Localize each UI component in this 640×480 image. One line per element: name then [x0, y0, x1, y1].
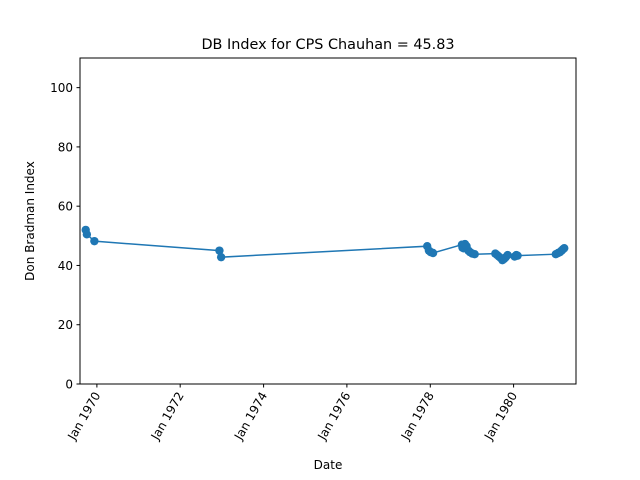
x-tick-label: Jan 1978	[398, 390, 437, 444]
data-point	[216, 252, 226, 262]
x-tick-label: Jan 1970	[64, 390, 103, 444]
y-axis: 0 20 40 60 80 100	[50, 81, 80, 392]
chart-title: DB Index for CPS Chauhan = 45.83	[201, 37, 454, 53]
y-tick-label: 40	[58, 259, 73, 273]
data-point	[82, 230, 92, 239]
y-tick-label: 60	[58, 200, 73, 214]
data-point	[503, 250, 512, 260]
x-axis-label: Date	[314, 458, 343, 472]
data-point	[513, 251, 522, 260]
x-axis: Jan 1970 Jan 1972 Jan 1974 Jan 1976 Jan 1978…	[64, 384, 520, 443]
x-tick-label: Jan 1980	[481, 390, 520, 444]
x-tick-label: Jan 1976	[314, 390, 353, 444]
plot-frame	[79, 57, 577, 385]
data-point	[428, 248, 438, 258]
x-tick-label: Jan 1974	[231, 390, 270, 444]
y-tick-label: 0	[65, 378, 73, 392]
x-tick-label: Jan 1972	[148, 390, 187, 444]
data-point	[470, 249, 479, 259]
plot-series	[81, 225, 569, 265]
y-axis-label: Don Bradman Index	[23, 161, 37, 281]
data-point	[560, 243, 569, 253]
data-point	[90, 236, 99, 246]
y-tick-label: 100	[50, 81, 73, 95]
y-tick-label: 20	[58, 318, 73, 332]
y-tick-label: 80	[58, 140, 73, 154]
data-point	[215, 246, 224, 255]
